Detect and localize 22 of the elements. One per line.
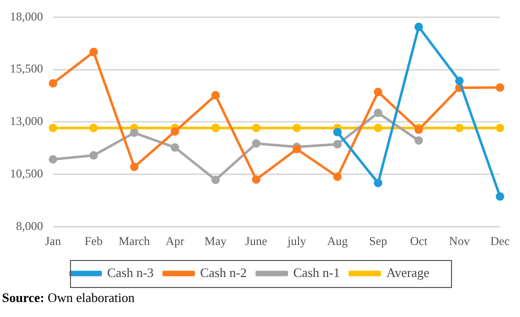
x-tick-label: March <box>118 234 150 248</box>
x-tick-label: Sep <box>369 234 388 248</box>
y-tick-label: 8,000 <box>16 218 43 233</box>
y-tick-label: 18,000 <box>10 9 43 24</box>
x-tick-label: Dec <box>490 234 510 248</box>
source-note: Source: Own elaboration <box>2 290 135 305</box>
x-tick-label: Apr <box>166 234 184 248</box>
legend-label: Average <box>386 264 430 280</box>
x-tick-label: May <box>204 234 227 248</box>
legend-label: Cash n-1 <box>293 264 340 280</box>
legend-label: Cash n-3 <box>107 264 154 280</box>
x-tick-label: Nov <box>449 234 470 248</box>
x-tick-label: Aug <box>327 234 348 248</box>
x-tick-label: June <box>245 234 268 248</box>
y-tick-label: 10,500 <box>10 166 43 180</box>
x-tick-label: Oct <box>410 234 428 248</box>
x-tick-label: july <box>286 234 306 248</box>
x-tick-label: Jan <box>45 234 61 248</box>
y-tick-label: 15,500 <box>10 62 43 76</box>
y-tick-label: 13,000 <box>10 114 43 128</box>
x-tick-label: Feb <box>84 234 103 248</box>
legend-label: Cash n-2 <box>200 264 247 280</box>
